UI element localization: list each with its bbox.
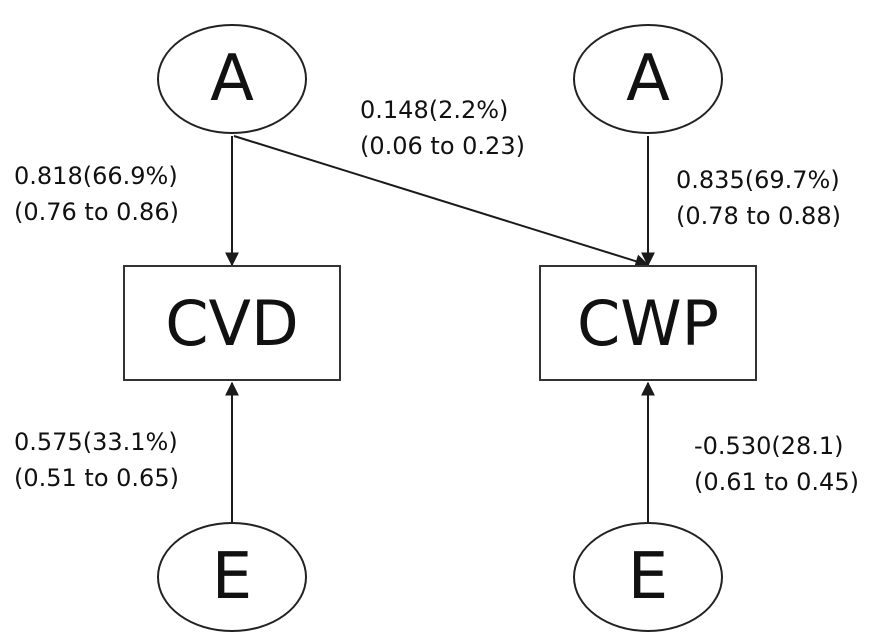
node-e-right: E (573, 522, 723, 632)
label-a-left-to-cvd: 0.818(66.9%) (0.76 to 0.86) (14, 158, 179, 230)
node-cvd: CVD (123, 265, 341, 381)
path-ci: (0.61 to 0.45) (694, 468, 859, 496)
path-estimate: 0.148(2.2%) (360, 96, 509, 124)
label-e-right-to-cwp: -0.530(28.1) (0.61 to 0.45) (694, 428, 859, 500)
path-estimate: -0.530(28.1) (694, 432, 844, 460)
label-e-left-to-cvd: 0.575(33.1%) (0.51 to 0.65) (14, 424, 179, 496)
path-ci: (0.51 to 0.65) (14, 464, 179, 492)
node-a-right: A (573, 24, 723, 134)
arrow-a-left-to-cwp (233, 135, 650, 268)
label-a-right-to-cwp: 0.835(69.7%) (0.78 to 0.88) (676, 162, 841, 234)
path-estimate: 0.818(66.9%) (14, 162, 178, 190)
path-ci: (0.78 to 0.88) (676, 202, 841, 230)
path-estimate: 0.835(69.7%) (676, 166, 840, 194)
path-ci: (0.76 to 0.86) (14, 198, 179, 226)
node-cwp: CWP (539, 265, 757, 381)
node-e-left: E (157, 522, 307, 632)
label-a-left-to-cwp: 0.148(2.2%) (0.06 to 0.23) (360, 92, 525, 164)
path-estimate: 0.575(33.1%) (14, 428, 178, 456)
node-a-left: A (157, 24, 307, 134)
path-ci: (0.06 to 0.23) (360, 132, 525, 160)
